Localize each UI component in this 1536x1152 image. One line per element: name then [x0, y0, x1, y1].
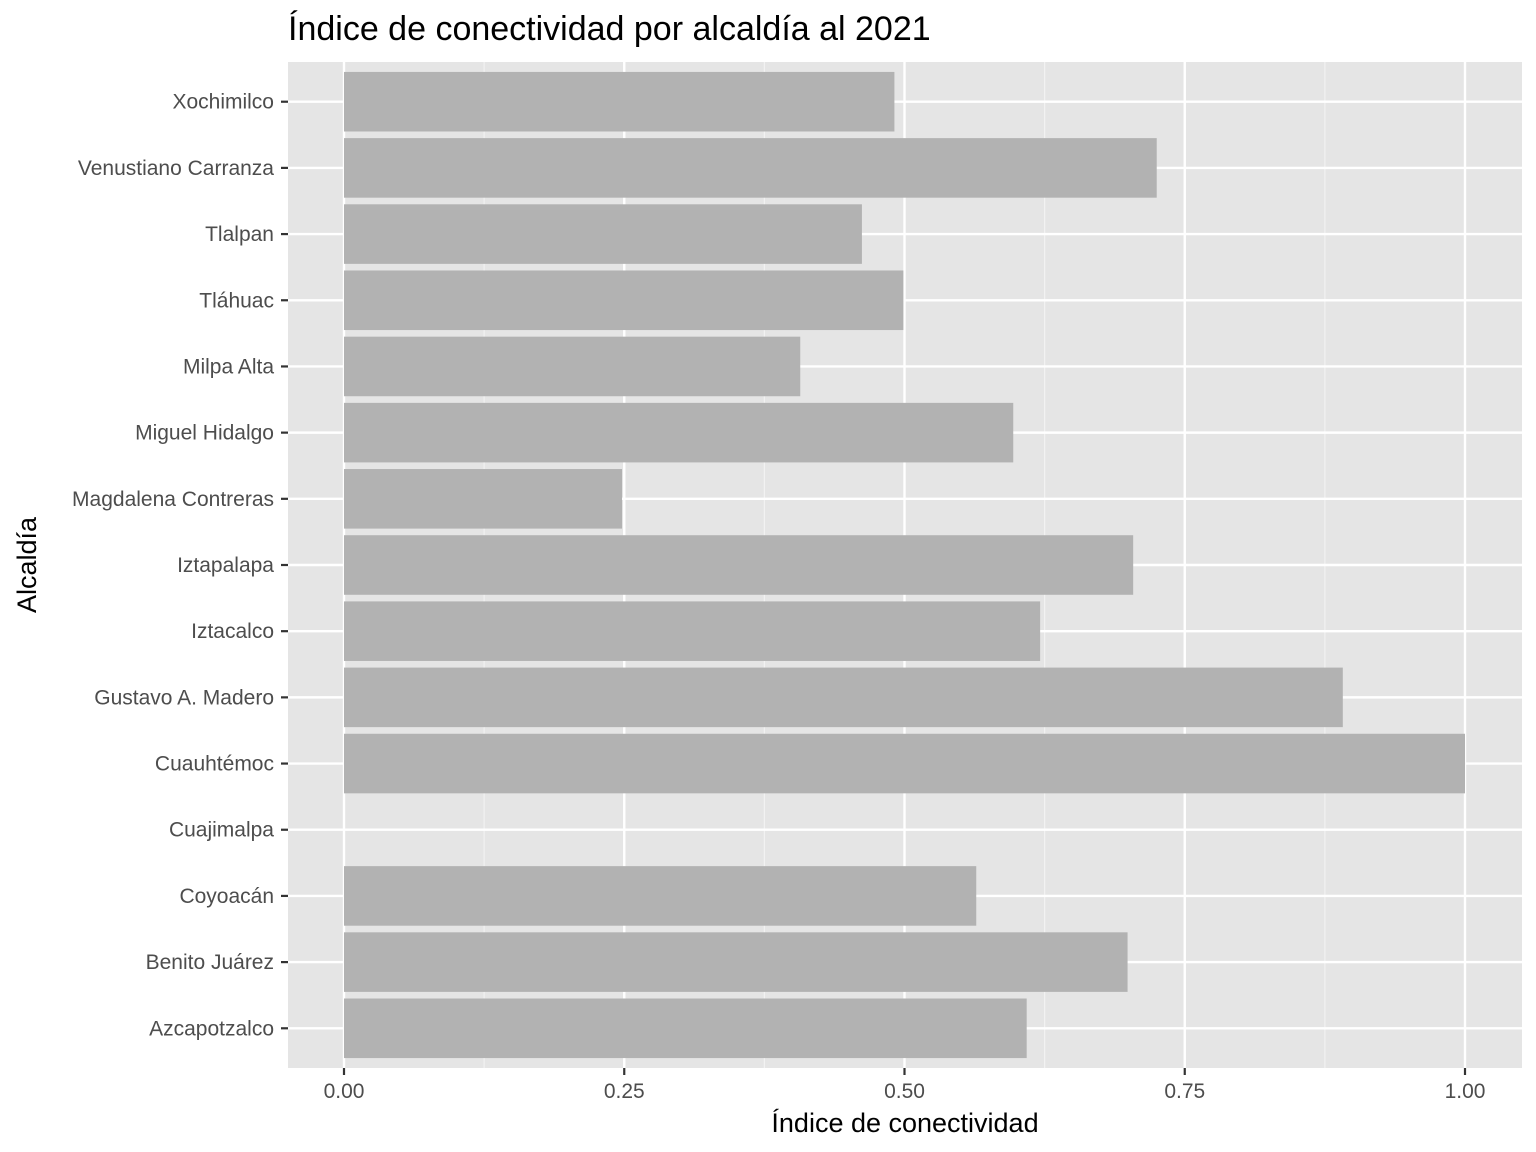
y-tick-label: Azcapotzalco [149, 1017, 274, 1040]
bar [344, 402, 1014, 463]
y-tick-label: Tlalpan [205, 223, 274, 246]
y-axis-title: Alcaldía [12, 516, 42, 613]
bar [344, 932, 1128, 992]
bars [344, 71, 1465, 1059]
bar [344, 866, 977, 926]
x-tick-label: 0.50 [884, 1080, 925, 1103]
bar [344, 469, 623, 529]
bar [344, 270, 904, 331]
y-tick-label: Gustavo A. Madero [94, 686, 274, 709]
y-tick-label: Milpa Alta [183, 355, 274, 378]
y-tick-label: Miguel Hidalgo [135, 422, 274, 445]
y-tick-label: Magdalena Contreras [72, 488, 274, 511]
y-tick-label: Tláhuac [199, 289, 274, 312]
bar [344, 535, 1134, 595]
x-tick-label: 0.25 [604, 1080, 645, 1103]
y-tick-label: Xochimilco [172, 91, 274, 114]
x-tick-label: 0.75 [1164, 1080, 1205, 1103]
bar [344, 601, 1041, 661]
bar [344, 336, 801, 397]
bar [344, 667, 1343, 728]
bar [344, 204, 862, 264]
bar [344, 138, 1157, 198]
y-axis: Xochimilco Venustiano Carranza Tlalpan Tláh… [72, 91, 288, 1040]
y-tick-label: Iztacalco [191, 620, 274, 643]
x-tick-label: 1.00 [1445, 1080, 1486, 1103]
y-tick-label: Cuajimalpa [169, 819, 274, 842]
y-tick-label: Coyoacán [179, 885, 274, 908]
bar [344, 733, 1465, 794]
y-tick-label: Venustiano Carranza [78, 157, 274, 180]
y-tick-label: Cuauhtémoc [155, 753, 274, 776]
bar [344, 998, 1027, 1059]
y-tick-label: Benito Juárez [146, 951, 274, 974]
bar [344, 71, 895, 132]
chart-title: Índice de conectividad por alcaldía al 2… [288, 10, 931, 48]
x-tick-label: 0.00 [324, 1080, 365, 1103]
x-axis-title: Índice de conectividad [771, 1108, 1038, 1138]
x-axis: 0.00 0.25 0.50 0.75 1.00 [324, 1068, 1486, 1103]
y-tick-label: Iztapalapa [177, 554, 274, 577]
